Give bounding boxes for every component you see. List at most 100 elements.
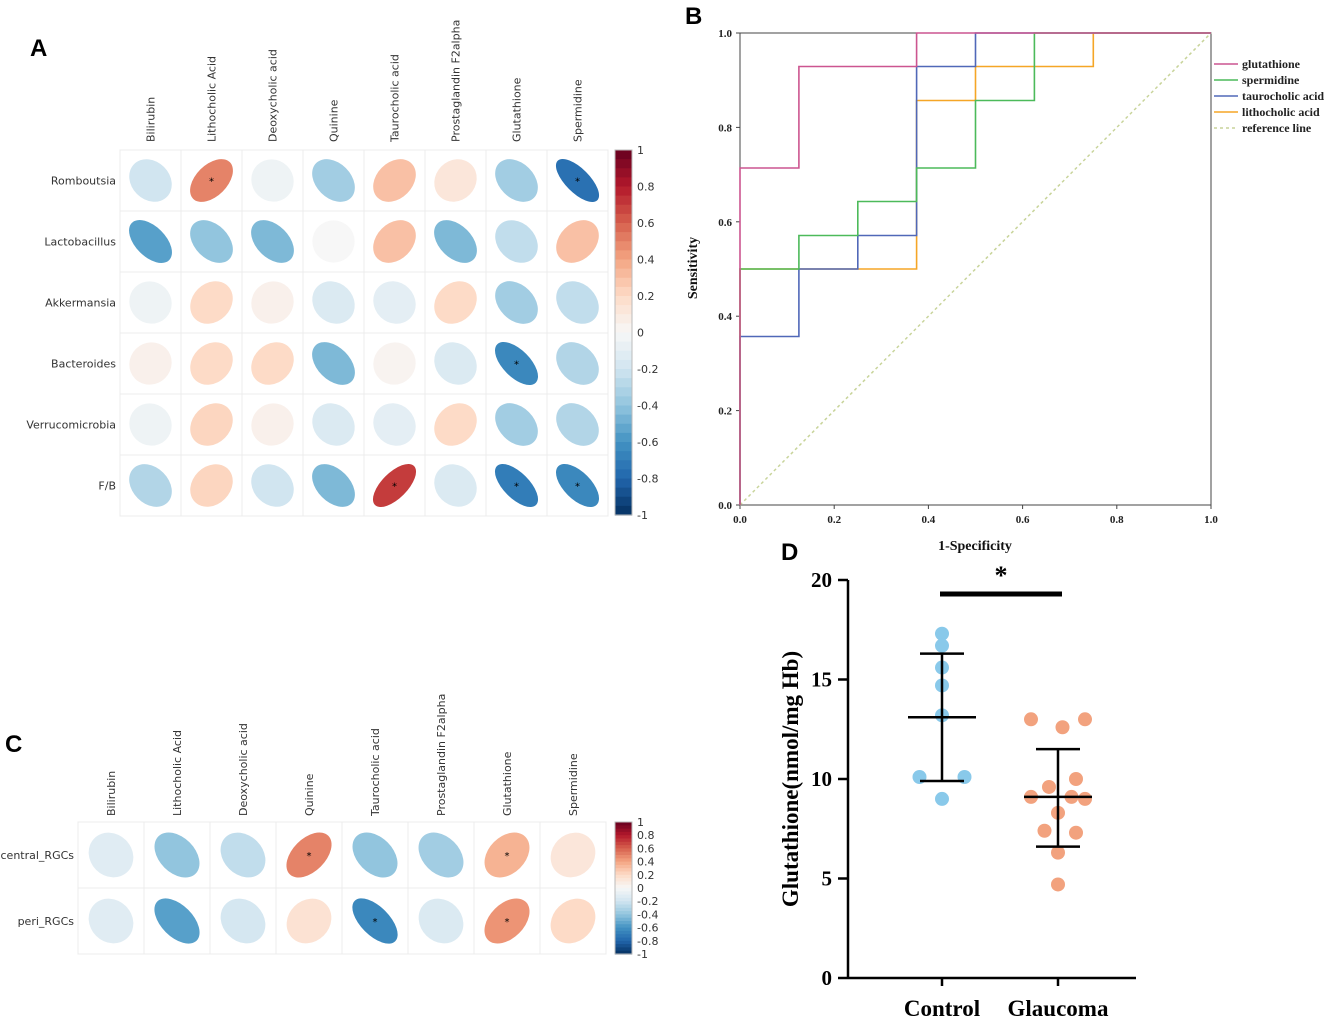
dot-category-label: Control bbox=[904, 996, 980, 1019]
colorbar-segment bbox=[615, 423, 632, 434]
roc-y-tick-label: 0.0 bbox=[718, 500, 732, 512]
heatmap-cell-ellipse bbox=[312, 403, 355, 446]
significance-star: * bbox=[995, 561, 1008, 590]
panel-d-label: D bbox=[781, 539, 798, 566]
heatmap-cell-ellipse bbox=[556, 403, 599, 446]
heatmap-cell-ellipse bbox=[495, 220, 538, 263]
dot-y-tick-label: 20 bbox=[811, 568, 832, 592]
heatmap-cell-ellipse bbox=[129, 464, 172, 507]
heatmap-column-label: Spermidine bbox=[572, 79, 585, 142]
heatmap-column-label: Deoxycholic acid bbox=[267, 49, 280, 142]
colorbar-tick-label: 0.6 bbox=[637, 217, 655, 230]
heatmap-row-label: peri_RGCs bbox=[18, 915, 75, 928]
colorbar-segment bbox=[615, 469, 632, 480]
colorbar-segment bbox=[615, 460, 632, 470]
heatmap-cell-ellipse bbox=[286, 898, 332, 944]
colorbar-tick-label: 0.8 bbox=[637, 181, 655, 194]
roc-x-tick-label: 0.8 bbox=[1110, 514, 1124, 526]
heatmap-cell-ellipse bbox=[312, 342, 355, 385]
heatmap-cell-ellipse bbox=[251, 464, 294, 507]
dot-point bbox=[1051, 845, 1065, 860]
colorbar-segment bbox=[615, 250, 632, 261]
heatmap-column-label: Glutathione bbox=[501, 751, 514, 816]
heatmap-cell-ellipse bbox=[220, 832, 266, 878]
heatmap-cell-ellipse bbox=[494, 463, 539, 508]
heatmap-column-label: Quinine bbox=[303, 773, 316, 816]
colorbar-segment bbox=[615, 897, 632, 902]
colorbar-segment bbox=[615, 305, 632, 315]
colorbar-segment bbox=[615, 296, 632, 306]
colorbar-segment bbox=[615, 341, 632, 352]
panel-c-label: C bbox=[5, 731, 22, 758]
colorbar-tick-label: 0.6 bbox=[637, 842, 655, 855]
colorbar-tick-label: 1 bbox=[637, 144, 644, 157]
dot-point bbox=[1078, 712, 1092, 727]
significance-marker: * bbox=[505, 917, 510, 928]
heatmap-column-label: Spermidine bbox=[567, 753, 580, 816]
heatmap-cell-ellipse bbox=[373, 220, 416, 263]
colorbar-segment bbox=[615, 150, 632, 160]
colorbar-segment bbox=[615, 947, 632, 952]
dot-point bbox=[935, 638, 949, 653]
colorbar-segment bbox=[615, 396, 632, 407]
roc-legend-label: glutathione bbox=[1242, 57, 1301, 71]
colorbar-tick-label: 1 bbox=[637, 816, 644, 829]
heatmap-cell-ellipse bbox=[312, 464, 355, 507]
roc-legend-label: lithocholic acid bbox=[1242, 105, 1320, 119]
heatmap-cell-ellipse bbox=[190, 342, 233, 385]
heatmap-cell-ellipse bbox=[88, 832, 134, 878]
heatmap-cell-ellipse bbox=[418, 898, 464, 944]
colorbar-segment bbox=[615, 828, 632, 833]
colorbar-segment bbox=[615, 505, 632, 516]
colorbar-segment bbox=[615, 937, 632, 942]
colorbar-segment bbox=[615, 874, 632, 879]
roc-y-tick-label: 0.4 bbox=[718, 311, 732, 323]
colorbar-segment bbox=[615, 451, 632, 461]
colorbar-segment bbox=[615, 907, 632, 912]
colorbar-segment bbox=[615, 186, 632, 197]
colorbar-segment bbox=[615, 901, 632, 906]
heatmap-column-label: Prostaglandin F2alpha bbox=[435, 694, 448, 816]
roc-x-tick-label: 0.0 bbox=[733, 514, 747, 526]
heatmap-cell-ellipse bbox=[495, 159, 538, 202]
heatmap-cell-ellipse bbox=[373, 403, 416, 446]
colorbar-segment bbox=[615, 314, 632, 324]
colorbar-tick-label: -0.2 bbox=[637, 895, 658, 908]
colorbar-segment bbox=[615, 838, 632, 843]
heatmap-cell-ellipse bbox=[190, 464, 233, 507]
significance-marker: * bbox=[209, 177, 214, 188]
colorbar-segment bbox=[615, 914, 632, 919]
roc-y-tick-label: 0.8 bbox=[718, 122, 732, 134]
heatmap-cell-ellipse bbox=[220, 898, 266, 944]
heatmap-cell-ellipse bbox=[418, 832, 464, 878]
colorbar-segment bbox=[615, 921, 632, 925]
colorbar-segment bbox=[615, 232, 632, 242]
heatmap-cell-ellipse bbox=[129, 403, 172, 446]
dot-y-tick-label: 10 bbox=[811, 767, 832, 791]
dot-y-tick-label: 5 bbox=[822, 867, 833, 891]
dot-point bbox=[1055, 720, 1070, 735]
heatmap-cell-ellipse bbox=[251, 403, 294, 446]
roc-chart-b: 0.0 0.2 0.4 0.6 0.8 1.0 0.0 0.2 0.4 0.6 0.8 1.0 glu… bbox=[686, 28, 1324, 554]
colorbar-segment bbox=[615, 841, 632, 846]
heatmap-row-label: Romboutsia bbox=[51, 175, 116, 188]
colorbar-segment bbox=[615, 848, 632, 853]
colorbar-segment bbox=[615, 286, 632, 297]
heatmap-cell-ellipse bbox=[154, 832, 200, 878]
colorbar-segment bbox=[615, 213, 632, 224]
heatmap-cell-ellipse bbox=[434, 342, 477, 385]
significance-marker: * bbox=[514, 360, 519, 371]
heatmap-row-label: Lactobacillus bbox=[44, 236, 116, 249]
colorbar-segment bbox=[615, 881, 632, 886]
colorbar-segment bbox=[615, 924, 632, 929]
significance-marker: * bbox=[373, 917, 378, 928]
heatmap-column-label: Quinine bbox=[328, 99, 341, 142]
dot-y-axis-label: Glutathione(nmol/mg Hb) bbox=[778, 651, 803, 907]
colorbar-segment bbox=[615, 478, 632, 489]
colorbar-segment bbox=[615, 855, 632, 859]
heatmap-cell-ellipse bbox=[495, 281, 538, 324]
colorbar-segment bbox=[615, 944, 632, 948]
dot-point bbox=[935, 791, 949, 806]
heatmap-cell-ellipse bbox=[312, 159, 355, 202]
colorbar-tick-label: 0.2 bbox=[637, 290, 655, 303]
